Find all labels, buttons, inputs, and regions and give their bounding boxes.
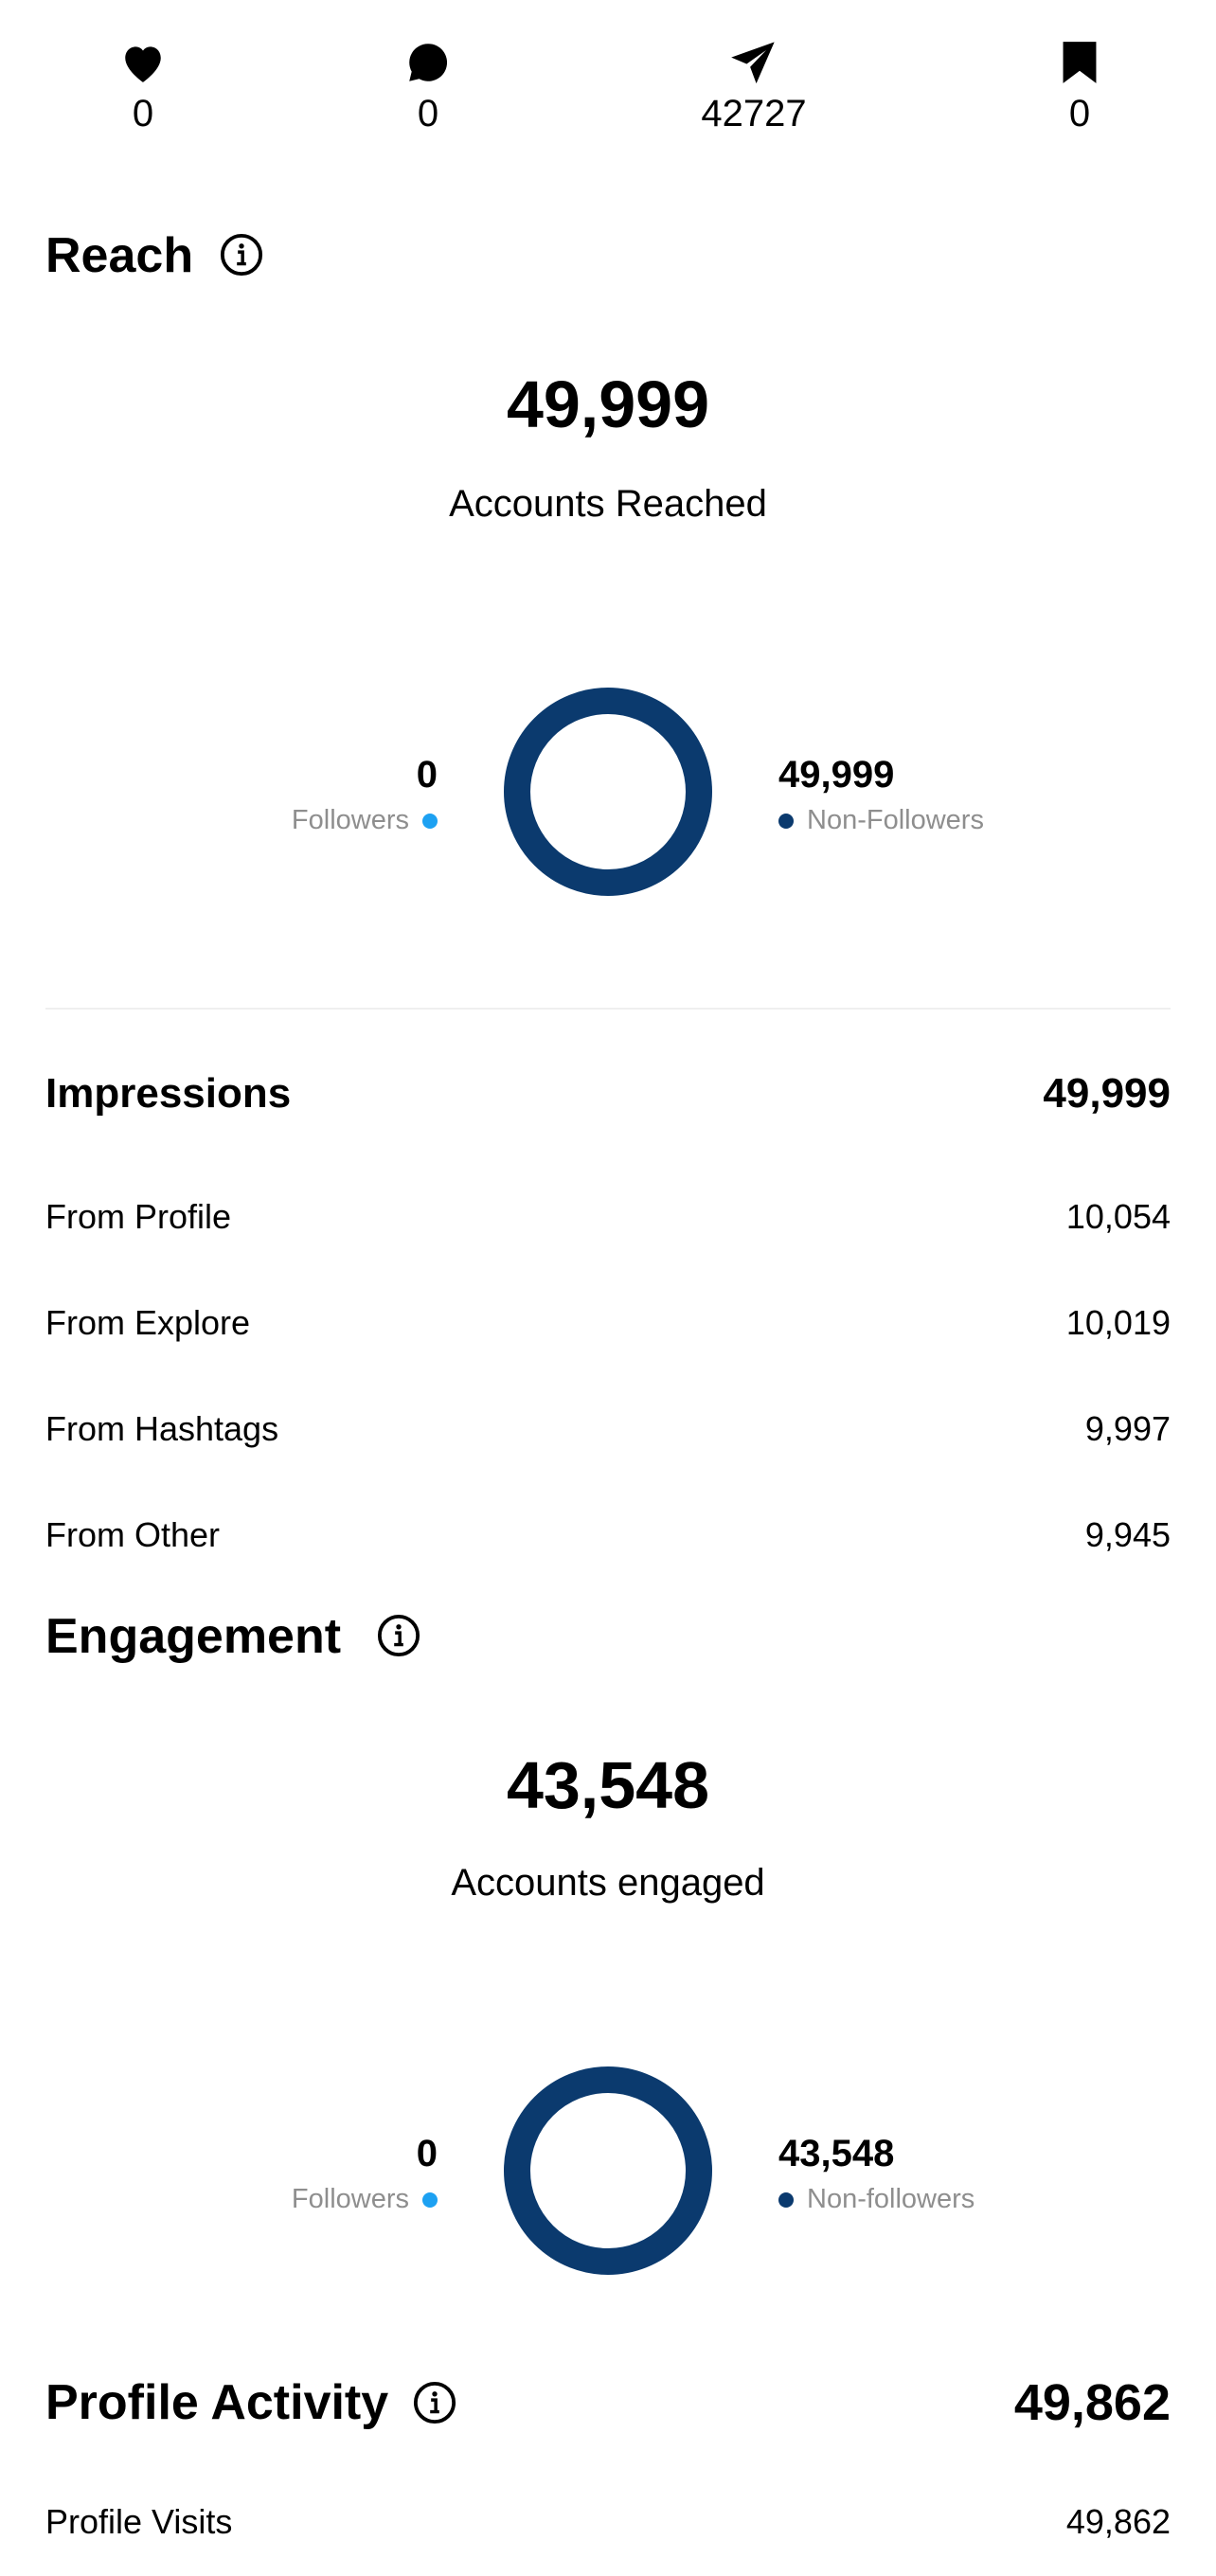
- impressions-row-label: From Explore: [45, 1303, 251, 1342]
- engagement-total: 43,548: [506, 1748, 710, 1822]
- list-item: From Hashtags 9,997: [45, 1409, 1171, 1449]
- bookmark-icon: [985, 38, 1174, 87]
- list-item: Profile Visits 49,862: [45, 2502, 1171, 2542]
- engagement-non-followers-value: 43,548: [778, 2133, 895, 2174]
- reach-followers-value: 0: [416, 754, 438, 796]
- list-item: From Profile 10,054: [45, 1197, 1171, 1237]
- followers-legend-dot: [422, 813, 438, 829]
- list-item: From Explore 10,019: [45, 1303, 1171, 1343]
- shares-count: 42727: [701, 93, 807, 134]
- likes-stat: 0: [48, 38, 238, 133]
- reach-non-followers-value: 49,999: [778, 754, 895, 796]
- reach-total: 49,999: [506, 367, 710, 441]
- reach-total-label: Accounts Reached: [449, 483, 767, 525]
- impressions-header: Impressions 49,999: [45, 1070, 1171, 1118]
- list-item: From Other 9,945: [45, 1515, 1171, 1555]
- impressions-title: Impressions: [45, 1070, 292, 1117]
- section-divider: [45, 1008, 1171, 1010]
- shares-stat: 42727: [659, 38, 849, 133]
- impressions-row-value: 10,019: [1065, 1303, 1171, 1342]
- engagement-non-followers-ring: [504, 2066, 712, 2275]
- impressions-row-label: From Profile: [45, 1197, 232, 1236]
- impressions-row-value: 9,945: [1084, 1515, 1171, 1554]
- engagement-followers-label: Followers: [291, 2184, 409, 2214]
- reach-non-followers-ring: [504, 688, 712, 896]
- profile-activity-title: Profile Activity: [45, 2375, 389, 2430]
- share-icon: [659, 38, 849, 87]
- saves-count: 0: [1068, 93, 1091, 134]
- profile-activity-header: Profile Activity 49,862: [45, 2373, 1171, 2432]
- profile-activity-row-value: 49,862: [1065, 2502, 1171, 2541]
- reach-followers: 0 Followers: [40, 756, 438, 834]
- engagement-followers: 0 Followers: [40, 2135, 438, 2213]
- engagement-non-followers: 43,548 Non-followers: [778, 2135, 1176, 2213]
- engagement-total-label: Accounts engaged: [451, 1862, 765, 1904]
- comments-stat: 0: [333, 38, 523, 133]
- profile-activity-row-label: Profile Visits: [45, 2502, 233, 2541]
- impressions-row-value: 10,054: [1065, 1197, 1171, 1236]
- engagement-followers-value: 0: [416, 2133, 438, 2174]
- engagement-title: Engagement: [45, 1609, 342, 1664]
- saves-stat: 0: [985, 38, 1174, 133]
- impressions-total: 49,999: [1043, 1070, 1171, 1117]
- profile-activity-info-icon[interactable]: [413, 2381, 456, 2424]
- reach-followers-label: Followers: [291, 805, 409, 835]
- profile-activity-total: 49,862: [1013, 2374, 1171, 2431]
- impressions-row-label: From Other: [45, 1515, 221, 1554]
- comments-count: 0: [417, 93, 439, 134]
- reach-info-icon[interactable]: [220, 233, 263, 277]
- engagement-info-icon[interactable]: [377, 1614, 420, 1657]
- followers-legend-dot: [422, 2191, 438, 2208]
- likes-count: 0: [132, 93, 154, 134]
- reach-donut-chart: [504, 688, 712, 896]
- engagement-non-followers-label: Non-followers: [807, 2184, 975, 2214]
- comment-icon: [333, 38, 523, 87]
- engagement-donut-chart: [504, 2066, 712, 2275]
- reach-title: Reach: [45, 228, 194, 283]
- heart-icon: [48, 38, 238, 87]
- impressions-row-label: From Hashtags: [45, 1409, 279, 1448]
- impressions-row-value: 9,997: [1084, 1409, 1171, 1448]
- non-followers-legend-dot: [778, 813, 794, 829]
- reach-non-followers: 49,999 Non-Followers: [778, 756, 1176, 834]
- non-followers-legend-dot: [778, 2191, 794, 2208]
- reach-non-followers-label: Non-Followers: [807, 805, 984, 835]
